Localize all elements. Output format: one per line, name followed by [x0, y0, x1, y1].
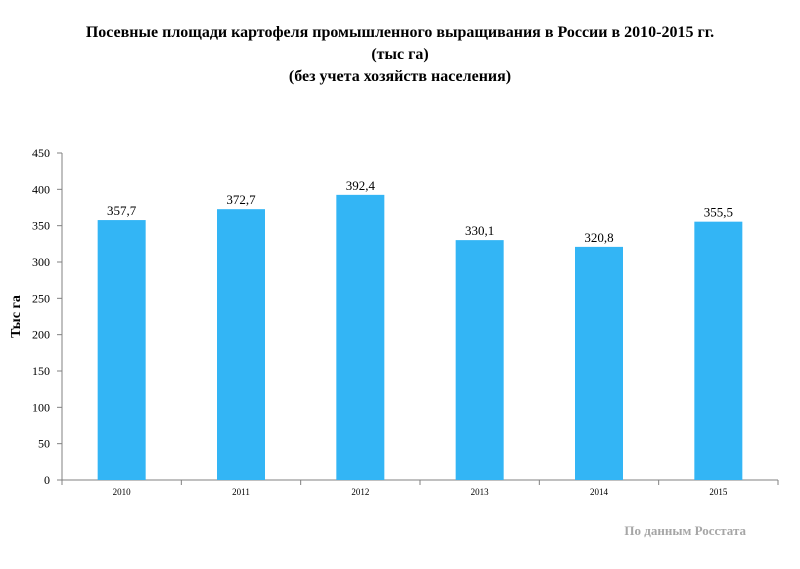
bar	[217, 209, 265, 480]
bar	[694, 221, 743, 481]
y-tick-label: 100	[32, 400, 50, 414]
x-tick-label: 2011	[232, 487, 250, 497]
data-label: 357,7	[107, 203, 137, 218]
bar	[97, 220, 146, 480]
data-label: 392,4	[346, 178, 376, 193]
y-tick-label: 150	[32, 364, 50, 378]
x-tick-label: 2012	[351, 487, 369, 497]
source-note: По данным Росстата	[624, 523, 746, 538]
y-tick-label: 50	[38, 437, 50, 451]
y-tick-label: 200	[32, 328, 50, 342]
title-line-2: (тыс га)	[371, 46, 429, 63]
title-line-3: (без учета хозяйств населения)	[288, 68, 512, 85]
data-label: 330,1	[465, 223, 494, 238]
data-label: 372,7	[226, 192, 256, 207]
y-tick-label: 350	[32, 219, 50, 233]
x-tick-label: 2014	[590, 487, 609, 497]
title-line-1: Посевные площади картофеля промышленного…	[85, 24, 715, 41]
bar	[336, 194, 385, 480]
y-tick-label: 450	[32, 146, 50, 160]
y-tick-label: 300	[32, 255, 50, 269]
y-tick-label: 400	[32, 182, 50, 196]
y-tick-label: 0	[44, 473, 50, 487]
bar	[455, 240, 504, 480]
x-tick-label: 2015	[709, 487, 728, 497]
data-label: 355,5	[704, 205, 733, 220]
y-axis-title: Тыс га	[9, 295, 24, 338]
y-tick-label: 250	[32, 291, 50, 305]
bar	[575, 246, 623, 480]
x-tick-label: 2010	[113, 487, 132, 497]
x-tick-label: 2013	[471, 487, 490, 497]
data-label: 320,8	[584, 230, 613, 245]
chart-title: Посевные площади картофеля промышленного…	[0, 22, 800, 88]
